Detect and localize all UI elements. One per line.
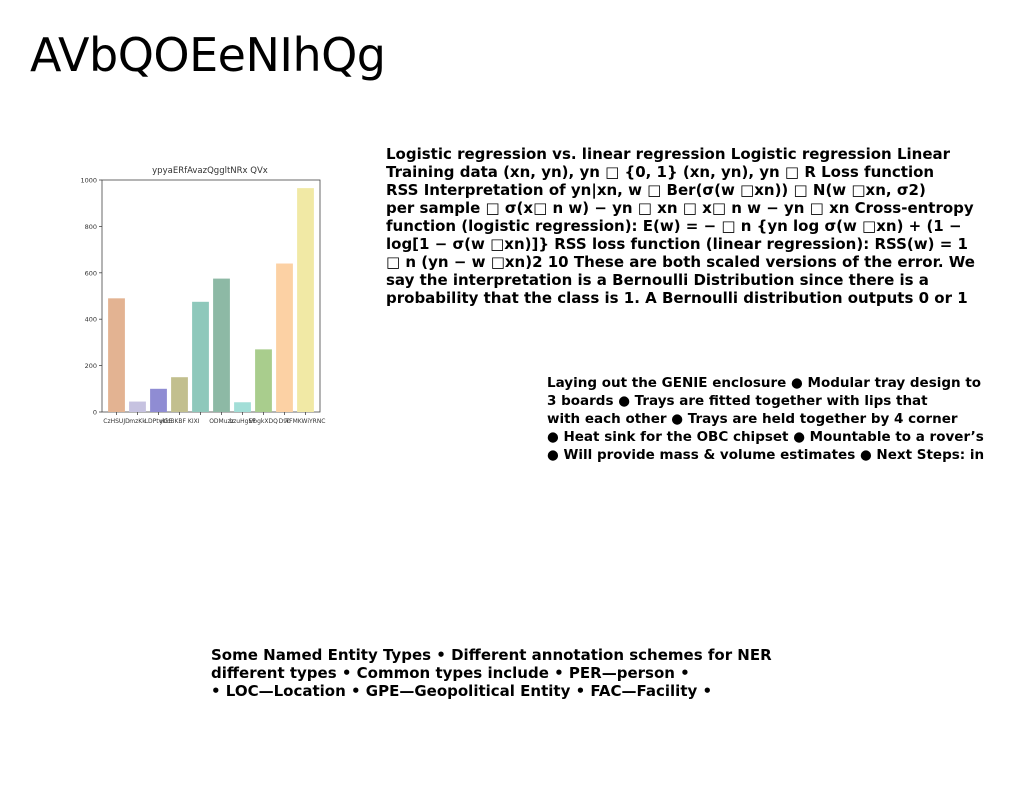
x-tick-label: mzKk — [129, 418, 146, 425]
chart-title: ypyaERfAvazQggltNRx QVx — [152, 166, 268, 176]
text-line: RSS Interpretation of yn|xn, w □ Ber(σ(w… — [386, 181, 926, 199]
x-tick-label: TFMKWiYRNC — [285, 418, 326, 425]
bar — [234, 402, 251, 412]
bar — [297, 188, 314, 412]
bar — [129, 401, 146, 412]
chart-axes — [101, 179, 321, 413]
genie-enclosure-text: Laying out the GENIE enclosure ● Modular… — [547, 374, 1017, 464]
slide-title: AVbQOEeNIhQg — [30, 28, 386, 82]
text-line: different types • Common types include •… — [211, 664, 690, 682]
bar — [108, 298, 125, 412]
x-tick-label: CzHSUJD — [103, 418, 130, 425]
text-line: say the interpretation is a Bernoulli Di… — [386, 271, 929, 289]
y-tick-label: 200 — [85, 362, 97, 370]
x-tick-label: bzuHgEF — [229, 418, 256, 425]
x-tick-label: D9c — [279, 418, 291, 425]
y-tick-label: 1000 — [80, 177, 97, 185]
x-tick-label: VbgkXDQ — [249, 418, 278, 425]
text-line: log[1 − σ(w □xn)]} RSS loss function (li… — [386, 235, 968, 253]
logistic-regression-text: Logistic regression vs. linear regressio… — [386, 145, 1020, 307]
bar-chart: ypyaERfAvazQggltNRx QVx CzHSUJD mzKk LDPtv… — [76, 160, 330, 435]
text-line: Laying out the GENIE enclosure ● Modular… — [547, 375, 982, 391]
text-line: • LOC—Location • GPE—Geopolitical Entity… — [211, 682, 713, 700]
bar — [255, 349, 272, 412]
named-entity-types-text: Some Named Entity Types • Different anno… — [211, 646, 811, 700]
text-line: Training data (xn, yn), yn □ {0, 1} (xn,… — [386, 163, 935, 181]
text-line: function (logistic regression): E(w) = −… — [386, 217, 962, 235]
bar-chart-svg: ypyaERfAvazQggltNRx QVx CzHSUJD mzKk LDPtv… — [80, 166, 326, 425]
text-line: ● Will provide mass & volume estimates ●… — [547, 447, 985, 463]
chart-y-tick-labels: 0 200 400 600 800 1000 — [80, 177, 102, 417]
text-line: 3 boards ● Trays are fitted together wit… — [547, 393, 928, 409]
text-line: Logistic regression vs. linear regressio… — [386, 145, 951, 163]
text-line: ● Heat sink for the OBC chipset ● Mounta… — [547, 429, 984, 445]
bar — [276, 263, 293, 412]
y-tick-label: 400 — [85, 316, 97, 324]
text-line: per sample □ σ(x□ n w) − yn □ xn □ x□ n … — [386, 199, 974, 217]
plot-frame — [101, 179, 321, 413]
x-tick-label: LDPtviGE — [145, 418, 173, 425]
bar — [192, 301, 209, 412]
bar — [171, 377, 188, 412]
y-tick-label: 800 — [85, 223, 97, 231]
bar — [150, 388, 167, 412]
text-line: Some Named Entity Types • Different anno… — [211, 646, 772, 664]
text-line: □ n (yn − w □xn)2 10 These are both scal… — [386, 253, 975, 271]
y-tick-label: 600 — [85, 269, 97, 277]
text-line: with each other ● Trays are held togethe… — [547, 411, 958, 427]
y-tick-label: 0 — [93, 409, 97, 417]
text-line: probability that the class is 1. A Berno… — [386, 289, 968, 307]
chart-bars — [108, 188, 314, 412]
x-tick-label: ytlcBKBF KIXI — [160, 418, 200, 425]
bar — [213, 278, 230, 412]
x-tick-label: ODMuzz — [209, 418, 234, 425]
